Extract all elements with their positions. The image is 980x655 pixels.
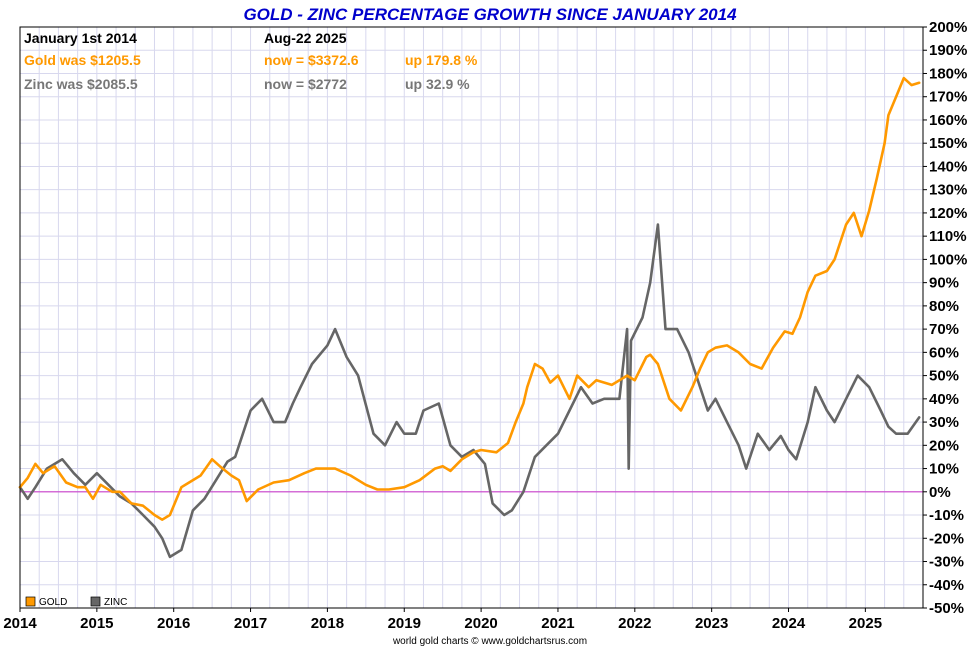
- y-tick-label: 130%: [929, 182, 967, 199]
- x-tick-label: 2015: [80, 615, 113, 632]
- x-tick-label: 2016: [157, 615, 190, 632]
- legend-label-zinc: ZINC: [104, 597, 127, 608]
- y-tick-label: 180%: [929, 65, 967, 82]
- x-tick-label: 2022: [618, 615, 651, 632]
- plot-area: [20, 27, 923, 608]
- y-axis: -50% -40% -30% -20% -10% 0% 10% 20% 30% 40% 50% 60%…: [923, 19, 967, 617]
- plot-border: [19, 26, 924, 609]
- x-tick-label: 2023: [695, 615, 728, 632]
- y-tick-label: 60%: [929, 344, 959, 361]
- info-gold-start: Gold was $1205.5: [24, 52, 141, 68]
- x-tick-label: 2024: [772, 615, 806, 632]
- y-tick-label: -10%: [929, 507, 964, 524]
- source-credit: world gold charts © www.goldchartsrus.co…: [392, 636, 587, 647]
- y-tick-label: 50%: [929, 368, 959, 385]
- info-zinc-change: up 32.9 %: [405, 76, 470, 92]
- y-tick-label: 140%: [929, 158, 967, 175]
- legend-swatch-zinc: [90, 596, 101, 607]
- y-tick-label: 0%: [929, 484, 951, 501]
- y-tick-label: 170%: [929, 89, 967, 106]
- y-tick-label: 70%: [929, 321, 959, 338]
- x-tick-label: 2020: [464, 615, 497, 632]
- series-line-zinc: [18, 223, 921, 559]
- y-tick-label: 200%: [929, 19, 967, 36]
- y-tick-label: 120%: [929, 205, 967, 222]
- y-tick-label: 40%: [929, 391, 959, 408]
- info-start-date: January 1st 2014: [24, 30, 137, 46]
- x-tick-label: 2018: [311, 615, 344, 632]
- info-gold-change: up 179.8 %: [405, 52, 478, 68]
- x-tick-label: 2014: [3, 615, 37, 632]
- y-tick-label: 150%: [929, 135, 967, 152]
- y-tick-label: 160%: [929, 112, 967, 129]
- chart-title: GOLD - ZINC PERCENTAGE GROWTH SINCE JANU…: [243, 5, 737, 24]
- legend-label-gold: GOLD: [39, 597, 67, 608]
- x-tick-label: 2025: [849, 615, 882, 632]
- legend-swatch-gold: [25, 596, 36, 607]
- y-tick-label: 100%: [929, 251, 967, 268]
- series-line-gold: [18, 76, 921, 522]
- y-tick-label: -50%: [929, 600, 964, 617]
- info-zinc-start: Zinc was $2085.5: [24, 76, 138, 92]
- y-tick-label: 10%: [929, 461, 959, 478]
- info-gold-now: now = $3372.6: [264, 52, 359, 68]
- y-tick-label: -20%: [929, 530, 964, 547]
- info-end-date: Aug-22 2025: [264, 30, 347, 46]
- x-axis: 2014 2015 2016 2017 2018 2019 2020 2021 2022 2023…: [3, 608, 882, 632]
- y-tick-label: 190%: [929, 42, 967, 59]
- info-zinc-now: now = $2772: [264, 76, 347, 92]
- x-tick-label: 2019: [388, 615, 421, 632]
- series-layer: [18, 76, 921, 559]
- x-tick-label: 2017: [234, 615, 267, 632]
- y-tick-label: 90%: [929, 275, 959, 292]
- y-tick-label: -30%: [929, 554, 964, 571]
- y-tick-label: -40%: [929, 577, 964, 594]
- y-tick-label: 20%: [929, 437, 959, 454]
- x-tick-label: 2021: [541, 615, 574, 632]
- y-tick-label: 110%: [929, 228, 967, 245]
- y-tick-label: 30%: [929, 414, 959, 431]
- legend: GOLD ZINC: [25, 596, 127, 608]
- y-tick-label: 80%: [929, 298, 959, 315]
